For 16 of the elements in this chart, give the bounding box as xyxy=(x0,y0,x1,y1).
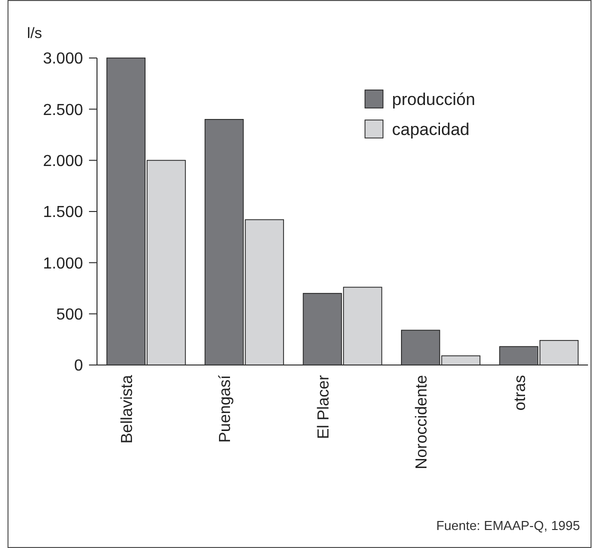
y-tick-label: 0 xyxy=(74,358,84,375)
x-tick-label: Puengasí xyxy=(217,374,234,443)
y-tick-label: 500 xyxy=(56,306,84,324)
x-tick-label: Bellavista xyxy=(118,374,136,444)
legend-label: producción xyxy=(392,90,476,109)
legend-label: capacidad xyxy=(392,120,470,139)
y-axis-title: l/s xyxy=(27,25,42,42)
y-tick-label: 1.500 xyxy=(42,204,84,222)
x-tick-label: El Placer xyxy=(315,374,332,440)
y-tick-label: 3.000 xyxy=(42,50,84,68)
y-tick-label: 2.500 xyxy=(42,102,84,119)
x-tick-label: Noroccidente xyxy=(414,374,431,470)
y-tick-label: 1.000 xyxy=(42,255,84,272)
source-note: Fuente: EMAAP-Q, 1995 xyxy=(436,518,580,533)
x-tick-label: otras xyxy=(512,375,529,411)
y-tick-label: 2.000 xyxy=(42,152,84,170)
